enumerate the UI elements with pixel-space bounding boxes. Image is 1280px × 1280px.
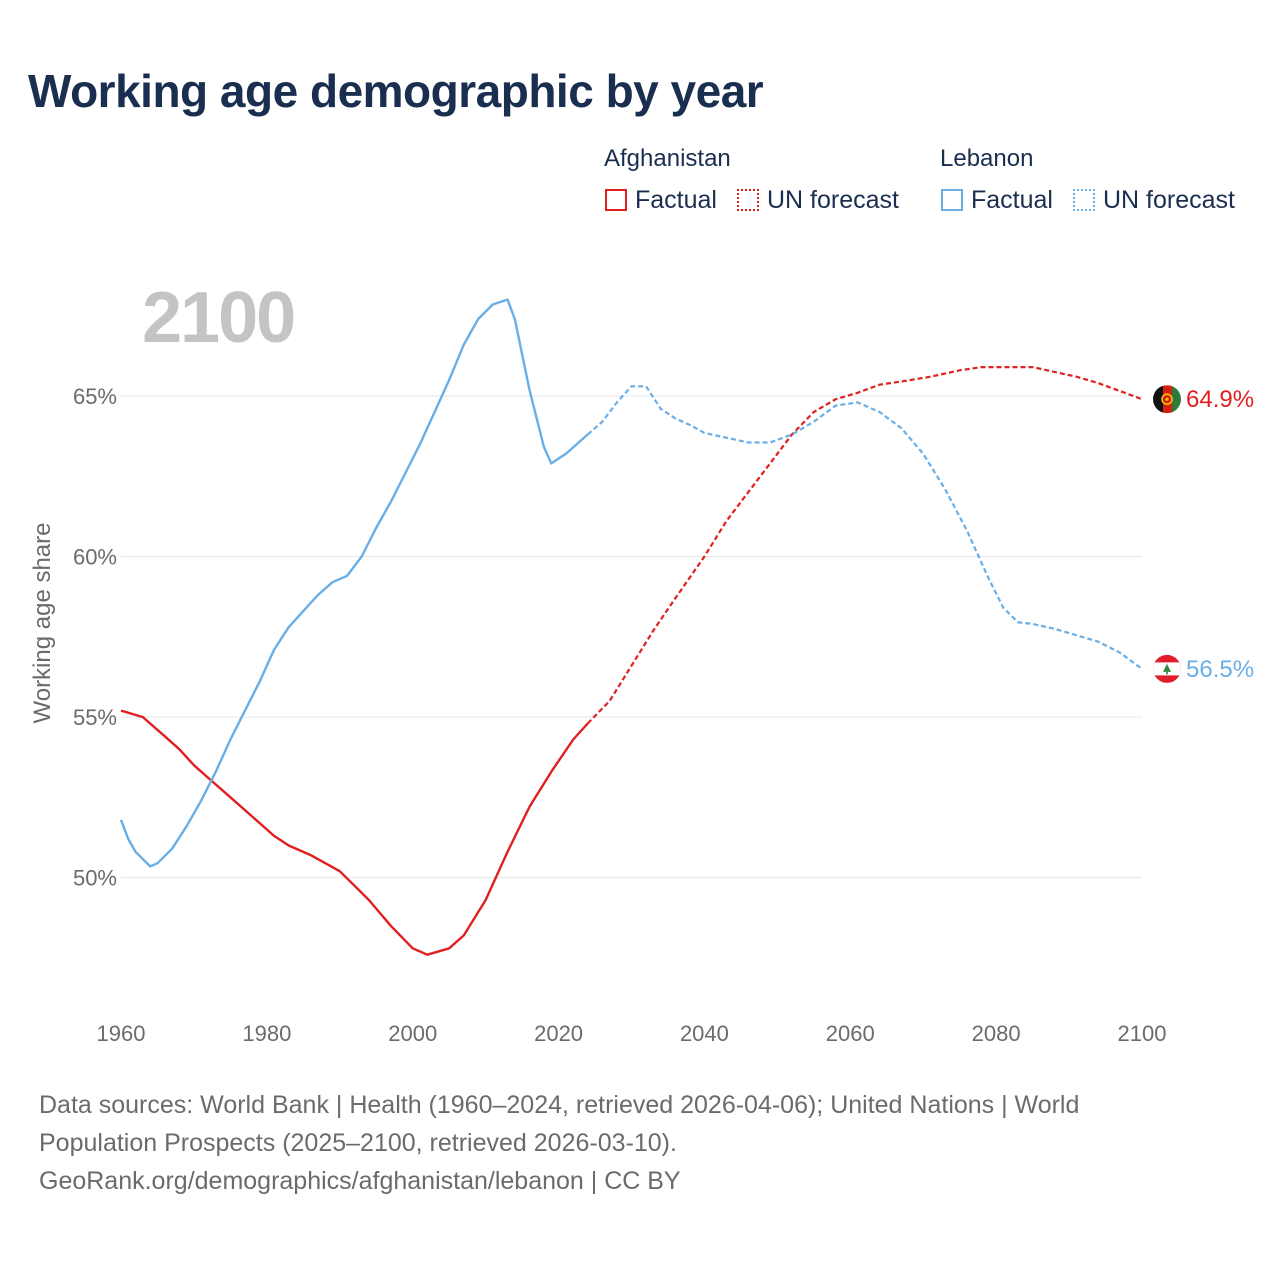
line-chart: 2100 Working age share 50% 55% 60% 65% 1960… [29, 278, 1254, 1046]
x-tick-label: 2000 [388, 1021, 437, 1046]
afghanistan-flag-icon [1153, 385, 1181, 414]
legend-label: UN forecast [1103, 185, 1235, 214]
y-axis-ticks: 50% 55% 60% 65% [73, 384, 117, 891]
gridlines [121, 395, 1142, 879]
legend-swatch-dotted [737, 189, 759, 211]
y-tick-label: 50% [73, 866, 117, 891]
series-group [119, 298, 1143, 956]
x-tick-label: 2100 [1118, 1021, 1167, 1046]
legend-item-afghanistan-factual[interactable]: Factual [605, 186, 717, 214]
source-note: Data sources: World Bank | Health (1960–… [39, 1086, 1219, 1200]
legend-header-afghanistan: Afghanistan [604, 145, 731, 172]
y-tick-label: 65% [73, 384, 117, 409]
x-axis-ticks: 1960 1980 2000 2020 2040 2060 2080 2100 [97, 1021, 1167, 1046]
legend-item-lebanon-forecast[interactable]: UN forecast [1073, 186, 1235, 214]
x-tick-label: 1960 [97, 1021, 146, 1046]
y-tick-label: 55% [73, 705, 117, 730]
x-tick-label: 1980 [242, 1021, 291, 1046]
legend-swatch-dotted [1073, 189, 1095, 211]
legend-label: Factual [971, 185, 1053, 214]
lebanon-flag-icon [1153, 654, 1181, 683]
source-line-3[interactable]: GeoRank.org/demographics/afghanistan/leb… [39, 1167, 681, 1195]
legend-item-lebanon-factual[interactable]: Factual [941, 186, 1053, 214]
x-tick-label: 2060 [826, 1021, 875, 1046]
x-tick-label: 2020 [534, 1021, 583, 1046]
y-axis-label: Working age share [29, 523, 56, 724]
end-label-afghanistan: 64.9% [1186, 386, 1254, 413]
series-line-afghanistan-factual[interactable] [120, 709, 589, 956]
legend-swatch-solid [941, 189, 963, 211]
series-line-lebanon-factual[interactable] [119, 298, 589, 868]
legend-label: Factual [635, 185, 717, 214]
x-tick-label: 2080 [972, 1021, 1021, 1046]
series-line-lebanon-forecast[interactable] [586, 385, 1143, 670]
series-line-afghanistan-forecast[interactable] [586, 366, 1143, 725]
year-watermark: 2100 [142, 278, 294, 358]
source-line-1: Data sources: World Bank | Health (1960–… [39, 1091, 1080, 1119]
legend-swatch-solid [605, 189, 627, 211]
legend-label: UN forecast [767, 185, 899, 214]
x-tick-label: 2040 [680, 1021, 729, 1046]
source-line-2: Population Prospects (2025–2100, retriev… [39, 1129, 677, 1157]
end-label-lebanon: 56.5% [1186, 656, 1254, 683]
legend-header-lebanon: Lebanon [940, 145, 1034, 172]
chart-title: Working age demographic by year [28, 65, 764, 117]
legend-item-afghanistan-forecast[interactable]: UN forecast [737, 186, 899, 214]
y-tick-label: 60% [73, 545, 117, 570]
